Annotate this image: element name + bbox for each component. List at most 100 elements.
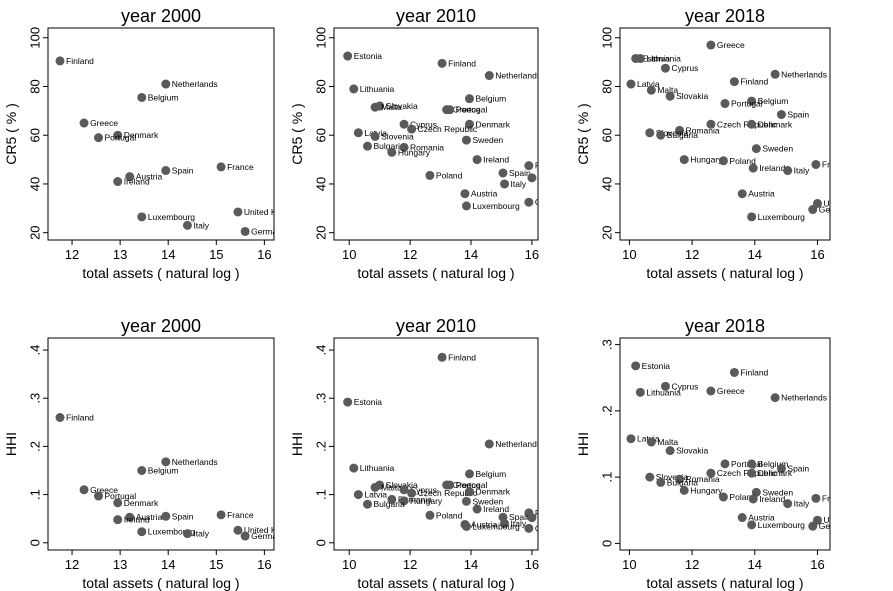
point-label: Hungary [690, 155, 723, 165]
data-point [425, 510, 435, 520]
x-tick-label: 14 [464, 247, 478, 262]
x-tick-label: 16 [257, 247, 271, 262]
data-point [125, 172, 135, 182]
point-label: Hungary [398, 147, 431, 157]
point-label: Italy [511, 519, 527, 529]
x-tick-label: 16 [810, 557, 824, 572]
point-label: Malta [381, 482, 402, 492]
data-point [484, 439, 494, 449]
data-point [233, 207, 243, 217]
chart-title: year 2010 [396, 316, 476, 336]
x-tick-label: 12 [65, 557, 79, 572]
point-label: Spain [509, 168, 531, 178]
y-tick-label: 60 [27, 128, 42, 142]
data-point [182, 529, 192, 539]
point-label: Belgium [148, 92, 179, 102]
point-label: Spain [172, 511, 194, 521]
point-label: Belgium [475, 94, 506, 104]
data-point [399, 119, 409, 129]
x-tick-label: 14 [464, 557, 478, 572]
data-point [675, 125, 685, 135]
y-tick-label: .1 [599, 472, 614, 483]
point-label: Luxembourg [148, 527, 196, 537]
chart-title: year 2010 [396, 6, 476, 26]
data-point [399, 496, 409, 506]
x-tick-label: 10 [342, 247, 356, 262]
data-point [137, 527, 147, 537]
point-label: Czech Republic [717, 468, 777, 478]
point-label: Bulgaria [667, 130, 698, 140]
data-point [770, 69, 780, 79]
point-label: Latvia [364, 490, 387, 500]
data-point [660, 63, 670, 73]
point-label: Greece [90, 485, 118, 495]
x-tick-label: 16 [257, 557, 271, 572]
data-point [137, 466, 147, 475]
data-point [161, 511, 171, 521]
chart-panel-6: year 2018 10 12 14 16 0 .1 .2 .3 total assets ( n… [575, 316, 883, 591]
point-label: Finland [66, 56, 94, 66]
point-label: Ireland [124, 515, 150, 525]
point-label: Slovakia [386, 101, 418, 111]
data-point [79, 118, 89, 128]
point-label: Slovakia [386, 480, 418, 490]
point-label: Poland [436, 510, 463, 520]
point-label: Germany [535, 523, 571, 533]
data-point [524, 161, 534, 171]
data-point [349, 463, 359, 473]
y-tick-label: .2 [27, 441, 42, 452]
plot-frame [47, 27, 275, 241]
point-label: Netherlands [495, 439, 541, 449]
x-tick-label: 14 [748, 247, 762, 262]
point-label: Luxembourg [758, 212, 806, 222]
point-label: Bulgaria [373, 141, 404, 151]
data-point [353, 490, 363, 500]
point-label: Greece [717, 40, 745, 50]
data-point [626, 79, 636, 89]
x-tick-label: 10 [622, 557, 636, 572]
data-point [407, 124, 417, 134]
data-point [484, 71, 494, 81]
point-label: Poland [729, 492, 756, 502]
data-point [387, 494, 397, 504]
data-point [370, 102, 380, 112]
point-label: Bulgaria [667, 477, 698, 487]
data-point [718, 492, 728, 502]
data-point [472, 155, 482, 165]
data-point [747, 119, 757, 129]
chart-panel-3: year 2018 10 12 14 16 20 40 60 80 100 total assets… [575, 6, 831, 281]
point-label: Slovenia [656, 128, 689, 138]
point-label: Netherlands [495, 71, 541, 81]
data-point [161, 166, 171, 176]
data-point [706, 119, 716, 129]
x-axis-label: total assets ( natural log ) [357, 265, 514, 281]
data-point [362, 141, 372, 151]
point-label: Netherlands [172, 457, 218, 467]
point-label: Hungary [410, 496, 443, 506]
point-label: Austria [748, 189, 775, 199]
point-label: Austria [136, 512, 163, 522]
y-tick-label: 100 [313, 27, 328, 49]
data-point [137, 92, 147, 102]
point-label: United Kingdom [823, 515, 883, 525]
point-label: Spain [787, 110, 809, 120]
y-tick-label: .3 [313, 393, 328, 404]
point-label: Austria [136, 172, 163, 182]
point-label: Greece [453, 480, 481, 490]
data-point [233, 525, 243, 535]
point-label: Belgium [758, 96, 789, 106]
plot-frame [619, 27, 831, 241]
y-tick-label: 80 [599, 79, 614, 93]
data-point [747, 212, 757, 222]
data-point [524, 523, 534, 533]
point-label: Finland [448, 352, 476, 362]
point-label: Luxembourg [472, 201, 520, 211]
chart-title: year 2018 [685, 316, 765, 336]
point-label: France [535, 508, 562, 518]
data-point [665, 446, 675, 456]
x-tick-label: 12 [65, 247, 79, 262]
data-point [399, 142, 409, 152]
y-axis-label: HHI [289, 432, 305, 456]
data-point [748, 163, 758, 173]
